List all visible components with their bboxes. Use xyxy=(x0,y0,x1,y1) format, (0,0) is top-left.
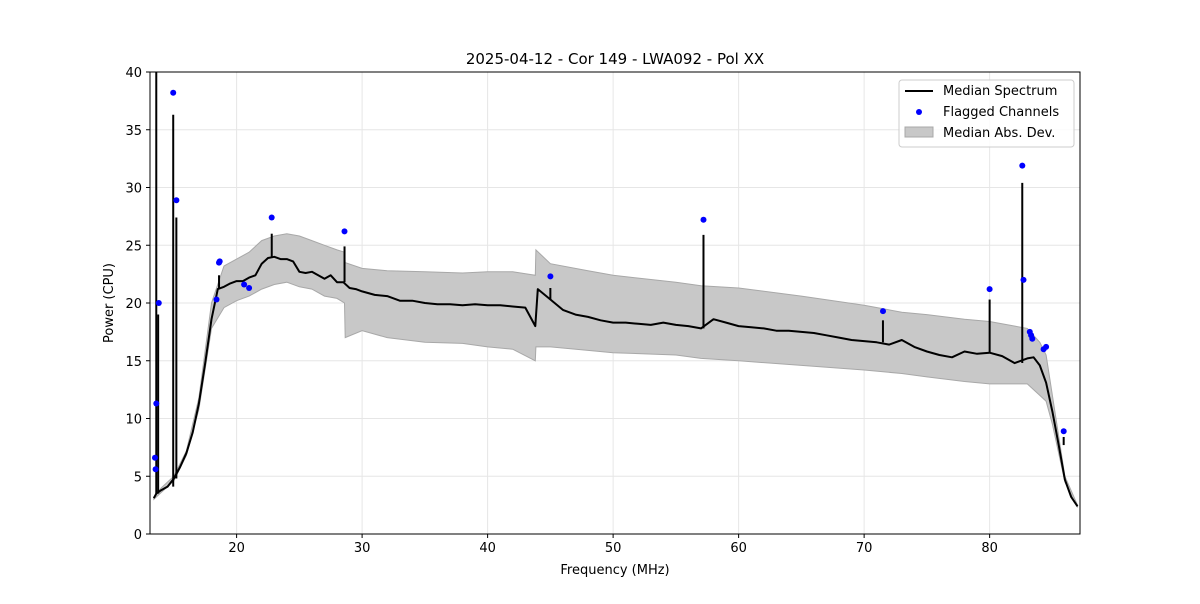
legend-mad-label: Median Abs. Dev. xyxy=(943,126,1055,141)
grid xyxy=(150,71,1080,535)
y-tick-label: 20 xyxy=(125,297,142,312)
axis-ticks: 20 30 40 50 60 70 80 0 5 10 15 20 25 30 35 40 xyxy=(125,66,997,556)
y-tick-label: 35 xyxy=(125,124,142,139)
legend-median-label: Median Spectrum xyxy=(943,84,1057,99)
flagged-channel-point xyxy=(216,258,223,265)
legend-flagged-label: Flagged Channels xyxy=(943,105,1059,120)
flagged-channel-point xyxy=(246,285,253,291)
x-tick-label: 20 xyxy=(228,541,245,556)
flagged-channel-point xyxy=(1020,276,1027,283)
x-tick-label: 80 xyxy=(981,541,998,556)
flagged-channel-point xyxy=(173,197,180,204)
legend: Median Spectrum Flagged Channels Median … xyxy=(898,79,1075,148)
flagged-channel-point xyxy=(547,273,554,280)
x-axis-label: Frequency (MHz) xyxy=(560,563,669,578)
flagged-channel-point xyxy=(986,286,993,293)
y-tick-label: 25 xyxy=(125,239,142,254)
flagged-channel-point xyxy=(155,300,162,306)
flagged-channel-point xyxy=(268,214,275,221)
flagged-channel-point xyxy=(1029,335,1036,342)
chart-title: 2025-04-12 - Cor 149 - LWA092 - Pol XX xyxy=(466,50,764,68)
legend-mad-swatch xyxy=(904,126,934,138)
x-tick-label: 50 xyxy=(605,541,622,556)
y-tick-label: 0 xyxy=(134,528,142,543)
legend-box xyxy=(898,79,1075,148)
y-axis-label: Power (CPU) xyxy=(102,263,117,343)
flagged-channel-point xyxy=(152,454,158,461)
flagged-channel-point xyxy=(341,228,348,235)
x-tick-label: 70 xyxy=(856,541,873,556)
flagged-points-layer xyxy=(152,89,1067,473)
y-tick-label: 5 xyxy=(134,470,142,485)
mad-band xyxy=(153,233,1078,508)
y-tick-label: 30 xyxy=(125,182,142,197)
y-tick-label: 10 xyxy=(125,413,142,428)
flagged-channel-point xyxy=(1043,343,1050,350)
flagged-channel-point xyxy=(1019,162,1026,169)
mad-band-layer xyxy=(153,233,1078,508)
flagged-channel-point xyxy=(213,296,220,303)
flagged-channel-point xyxy=(170,89,177,96)
x-tick-label: 30 xyxy=(354,541,371,556)
flagged-channel-point xyxy=(700,216,707,223)
y-tick-label: 40 xyxy=(125,66,142,81)
flagged-channel-point xyxy=(153,400,160,407)
x-tick-label: 40 xyxy=(479,541,496,556)
x-tick-label: 60 xyxy=(730,541,747,556)
median-spectrum-line xyxy=(152,255,1079,507)
flagged-channel-point xyxy=(1060,428,1067,435)
flagged-channel-point xyxy=(241,281,248,288)
legend-flagged-swatch xyxy=(916,109,922,115)
flagged-channel-point xyxy=(880,308,886,315)
median-line-layer xyxy=(152,72,1079,507)
y-tick-label: 15 xyxy=(125,355,142,370)
flagged-channel-point xyxy=(152,466,159,473)
